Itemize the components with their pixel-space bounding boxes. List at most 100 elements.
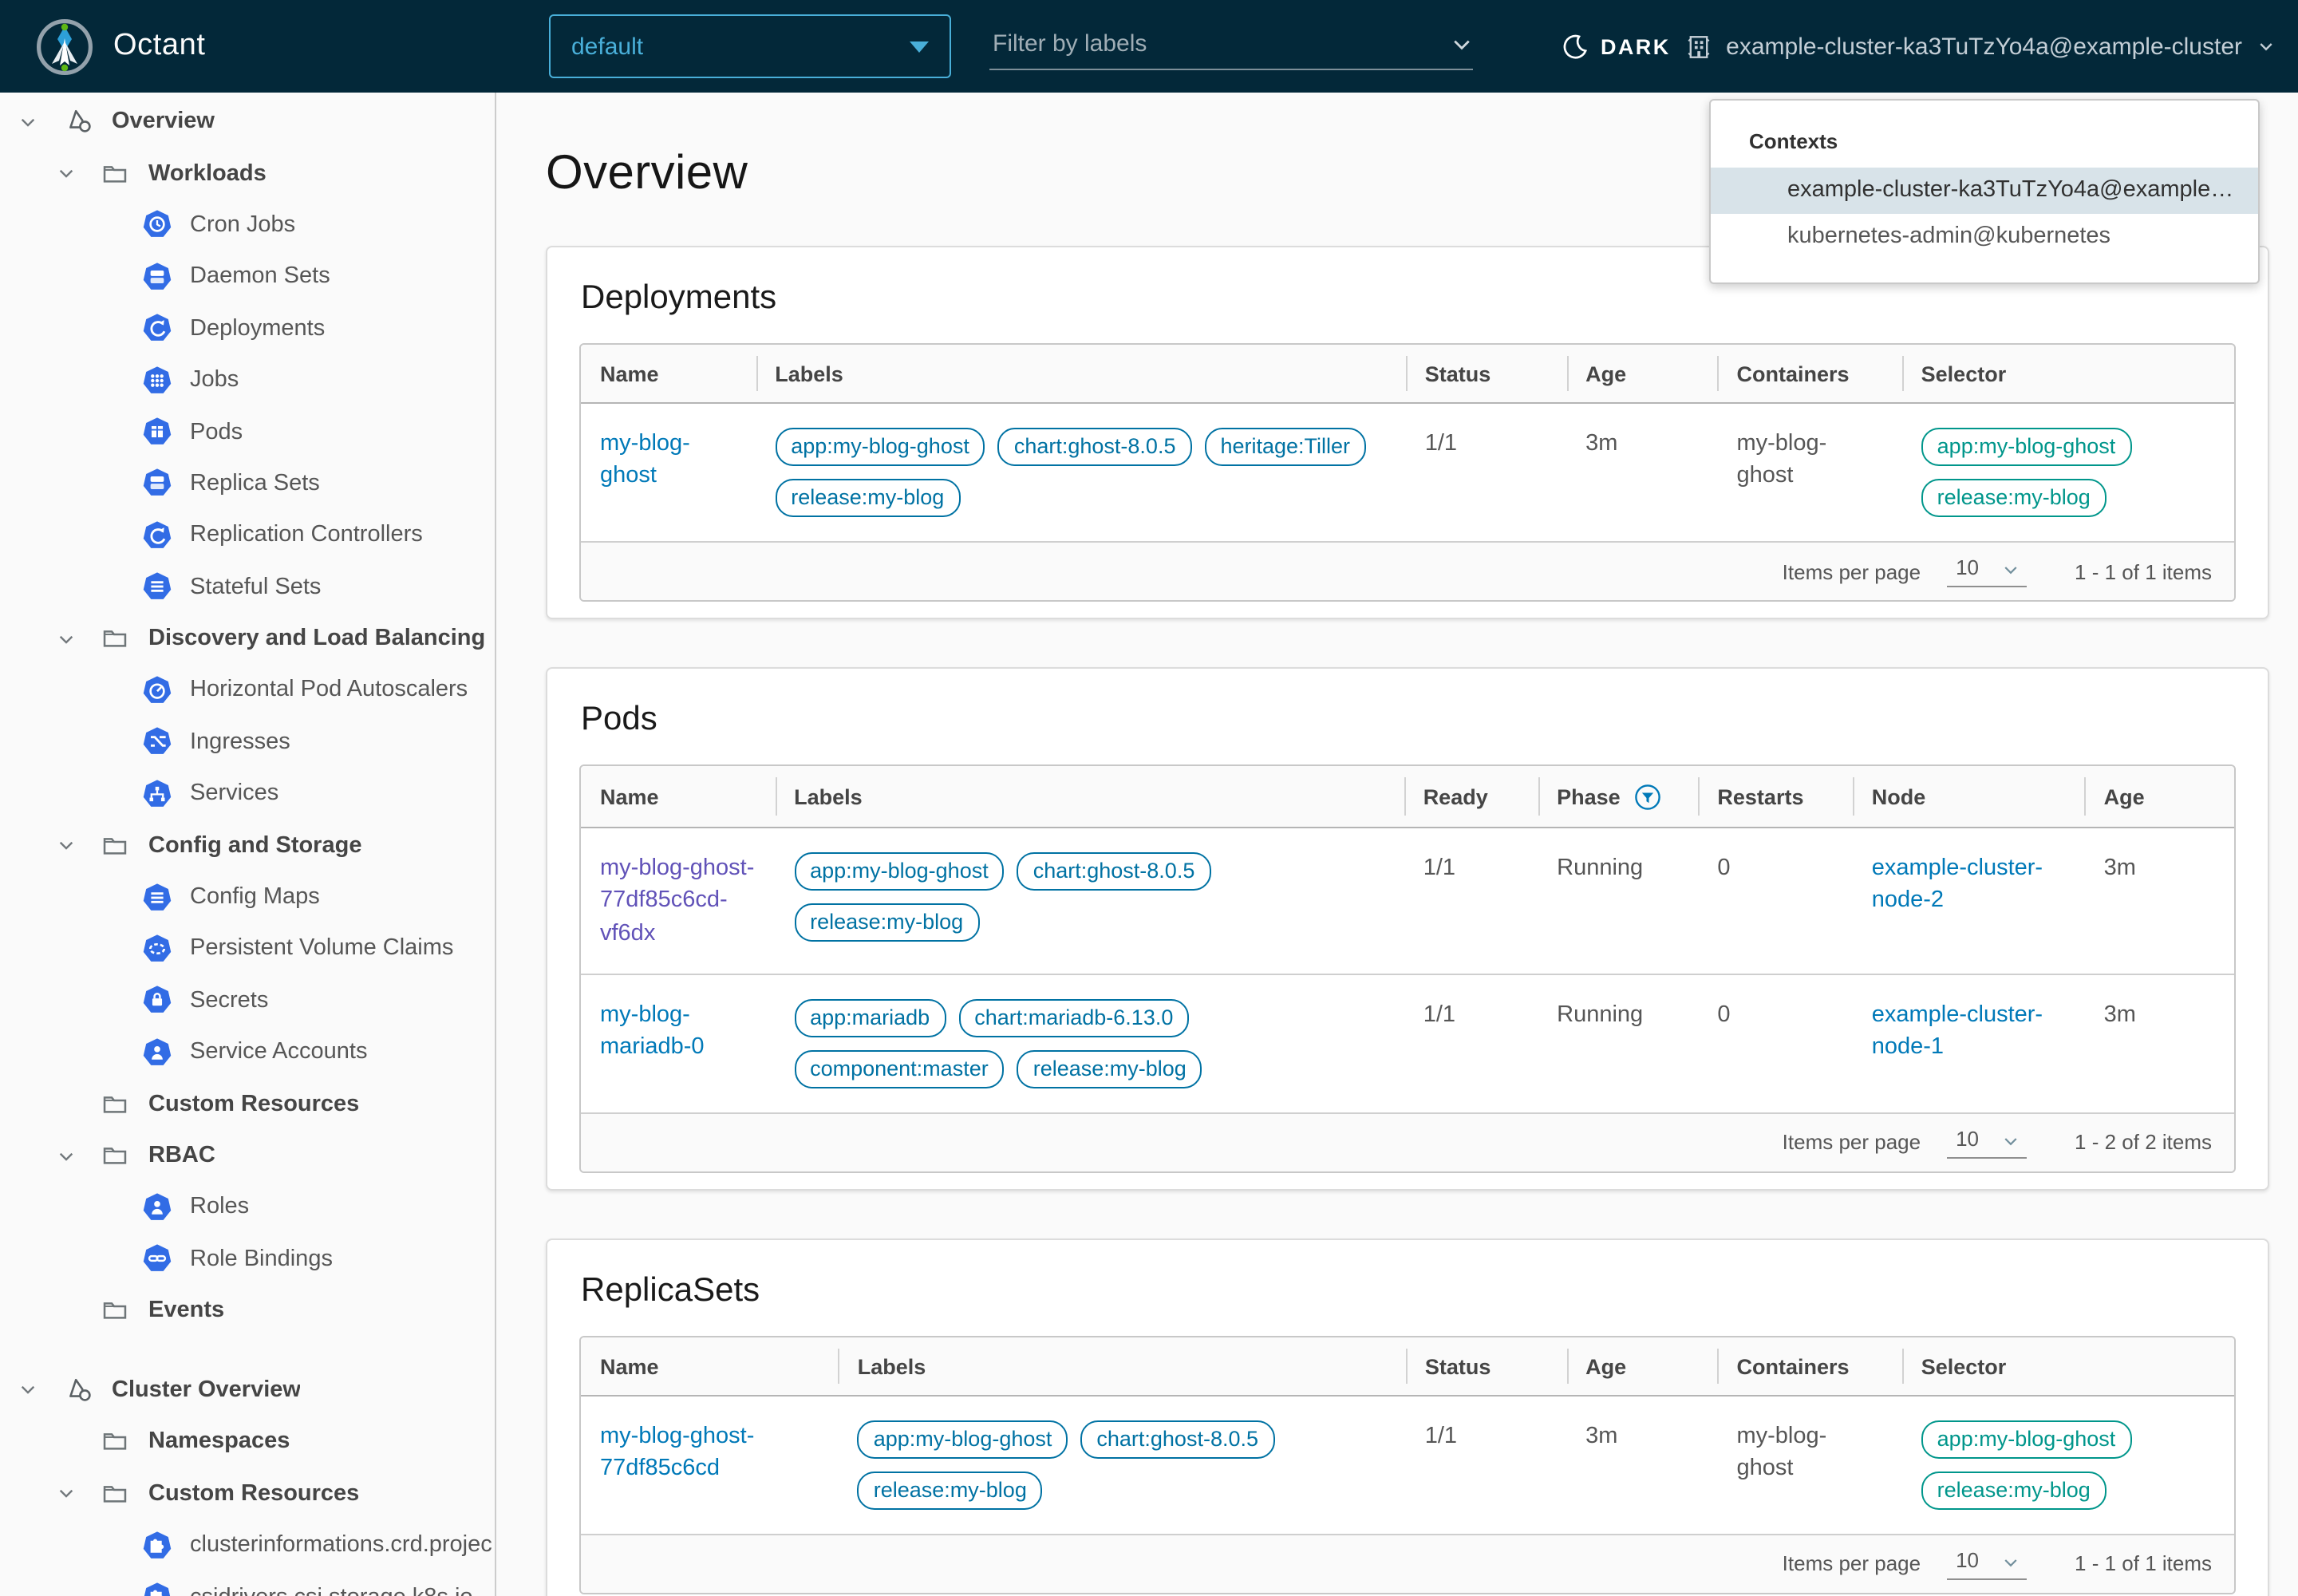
sidebar-item-replication-controllers[interactable]: Replication Controllers xyxy=(0,509,495,561)
sidebar-item-label: Events xyxy=(148,1298,225,1324)
sidebar-item-label: clusterinformations.crd.projec xyxy=(190,1532,492,1558)
context-menu-item[interactable]: kubernetes-admin@kubernetes xyxy=(1787,223,2111,249)
sidebar-item-cluster-overview[interactable]: Cluster Overview xyxy=(0,1365,495,1416)
chevron-down-icon[interactable] xyxy=(54,1482,77,1504)
sidebar-item-config-and-storage[interactable]: Config and Storage xyxy=(0,820,495,871)
contexts-menu-title: Contexts xyxy=(1749,129,1838,153)
sidebar-item-clusterinformations-crd-projec[interactable]: clusterinformations.crd.projec xyxy=(0,1519,495,1571)
page-size-select[interactable]: 10 xyxy=(1946,555,2028,587)
sidebar-item-label: Overview xyxy=(112,109,215,135)
cell-text: 3m xyxy=(1585,1423,1618,1449)
sidebar-item-label: Service Accounts xyxy=(190,1039,368,1065)
cell-phase: Running xyxy=(1538,828,1698,974)
sidebar-item-overview[interactable]: Overview xyxy=(0,96,495,148)
resource-link[interactable]: example-cluster-node-1 xyxy=(1871,1001,2043,1061)
label-chip: release:my-blog xyxy=(857,1471,1043,1510)
brand: Octant xyxy=(35,17,498,76)
chevron-down-icon[interactable] xyxy=(54,162,77,184)
chevron-down-icon[interactable] xyxy=(54,627,77,650)
chevron-down-icon[interactable] xyxy=(54,1144,77,1167)
sidebar-item-label: Custom Resources xyxy=(148,1480,360,1507)
sidebar-item-deployments[interactable]: Deployments xyxy=(0,302,495,354)
sidebar-item-label: Replica Sets xyxy=(190,470,320,496)
label-chip: app:my-blog-ghost xyxy=(794,852,1005,891)
sidebar-item-persistent-volume-claims[interactable]: Persistent Volume Claims xyxy=(0,923,495,975)
sidebar-item-label: Config Maps xyxy=(190,884,320,911)
theme-toggle-button[interactable]: DARK xyxy=(1561,0,1671,93)
sidebar-item-discovery-and-load-balancing[interactable]: Discovery and Load Balancing xyxy=(0,613,495,665)
column-header-containers: Containers xyxy=(1717,345,1901,402)
items-per-page-label: Items per page xyxy=(1782,1551,1921,1576)
folder-icon xyxy=(99,1088,131,1120)
sidebar-item-events[interactable]: Events xyxy=(0,1285,495,1337)
gauge-resource-icon xyxy=(140,674,172,706)
cell-text: 1/1 xyxy=(1423,855,1456,881)
column-header-label: Labels xyxy=(794,785,863,809)
sidebar-item-secrets[interactable]: Secrets xyxy=(0,974,495,1026)
sidebar-item-label: Pods xyxy=(190,419,243,445)
clock-resource-icon xyxy=(140,209,172,241)
deployments-datagrid: Name Labels Status Age Containers Selector my-… xyxy=(579,343,2236,602)
sidebar-item-daemon-sets[interactable]: Daemon Sets xyxy=(0,251,495,302)
sidebar-item-roles[interactable]: Roles xyxy=(0,1181,495,1233)
chevron-down-icon[interactable] xyxy=(1451,33,1473,55)
sidebar-item-rbac[interactable]: RBAC xyxy=(0,1130,495,1182)
sidebar-item-ingresses[interactable]: Ingresses xyxy=(0,716,495,768)
cell-text: 0 xyxy=(1717,855,1731,881)
resource-link[interactable]: my-blog-ghost-77df85c6cd-vf6dx xyxy=(600,855,755,946)
cell-labels: app:my-blog-ghost chart:ghost-8.0.5 herita… xyxy=(756,404,1406,541)
sidebar-item-pods[interactable]: Pods xyxy=(0,406,495,458)
chevron-down-icon[interactable] xyxy=(16,110,38,132)
context-current-label: example-cluster-ka3TuTzYo4a@example-clus… xyxy=(1726,33,2242,60)
page-size-select[interactable]: 10 xyxy=(1946,1547,2028,1580)
puzzle-resource-icon xyxy=(140,1581,172,1596)
resource-link[interactable]: example-cluster-node-2 xyxy=(1871,855,2043,914)
sidebar-item-namespaces[interactable]: Namespaces xyxy=(0,1416,495,1468)
sidebar-item-stateful-sets[interactable]: Stateful Sets xyxy=(0,561,495,613)
page-size-select[interactable]: 10 xyxy=(1946,1127,2028,1159)
sidebar-item-csidrivers-csi-storage-k8s-io[interactable]: csidrivers.csi.storage.k8s.io xyxy=(0,1571,495,1596)
sidebar-item-role-bindings[interactable]: Role Bindings xyxy=(0,1233,495,1285)
column-header-label: Node xyxy=(1871,785,1926,809)
sidebar-item-cron-jobs[interactable]: Cron Jobs xyxy=(0,200,495,251)
chevron-down-icon[interactable] xyxy=(16,1379,38,1401)
label-filter-field[interactable] xyxy=(989,19,1473,70)
sidebar-item-config-maps[interactable]: Config Maps xyxy=(0,871,495,923)
column-header-age: Age xyxy=(1566,345,1717,402)
datagrid-footer: Items per page 10 1 - 1 of 1 items xyxy=(581,543,2234,600)
sidebar-item-custom-resources[interactable]: Custom Resources xyxy=(0,1468,495,1519)
chevron-down-icon[interactable] xyxy=(54,834,77,856)
context-selector[interactable]: example-cluster-ka3TuTzYo4a@example-clus… xyxy=(1684,0,2276,93)
resource-link[interactable]: my-blog-ghost-77df85c6cd xyxy=(600,1423,755,1482)
label-filter-input[interactable] xyxy=(989,29,1411,59)
label-chip-group: app:my-blog-ghost release:my-blog xyxy=(1921,1420,2215,1510)
filter-icon[interactable] xyxy=(1635,784,1662,811)
resource-link[interactable]: my-blog-mariadb-0 xyxy=(600,1001,705,1061)
moon-icon xyxy=(1563,34,1588,58)
folder-icon xyxy=(99,1477,131,1509)
sidebar-item-services[interactable]: Services xyxy=(0,768,495,820)
sidebar-item-label: csidrivers.csi.storage.k8s.io xyxy=(190,1584,473,1596)
column-header-label: Containers xyxy=(1736,362,1850,386)
replicasets-card: ReplicaSets Name Labels Status Age Containers… xyxy=(546,1238,2269,1596)
person-resource-icon xyxy=(140,1191,172,1223)
sidebar-item-replica-sets[interactable]: Replica Sets xyxy=(0,457,495,509)
chevron-down-icon xyxy=(2001,560,2020,579)
cell-containers: my-blog-ghost xyxy=(1717,404,1901,541)
sidebar-item-horizontal-pod-autoscalers[interactable]: Horizontal Pod Autoscalers xyxy=(0,665,495,717)
sidebar-item-label: Role Bindings xyxy=(190,1246,333,1272)
resource-link[interactable]: my-blog-ghost xyxy=(600,431,690,489)
context-menu-item[interactable]: example-cluster-ka3TuTzYo4a@example-clu… xyxy=(1711,168,2258,214)
namespace-dropdown[interactable]: default xyxy=(549,14,951,78)
page-size-value: 10 xyxy=(1956,1547,1980,1572)
sidebar-item-service-accounts[interactable]: Service Accounts xyxy=(0,1026,495,1078)
column-header-label: Name xyxy=(600,785,659,809)
sidebar-item-jobs[interactable]: Jobs xyxy=(0,354,495,406)
column-header-label: Ready xyxy=(1423,785,1488,809)
cell-text: my-blog-ghost xyxy=(1736,1423,1827,1482)
sidebar-item-custom-resources[interactable]: Custom Resources xyxy=(0,1078,495,1130)
cell-status: 1/1 xyxy=(1406,1396,1566,1534)
cell-text: 3m xyxy=(1585,431,1618,456)
sidebar-item-workloads[interactable]: Workloads xyxy=(0,148,495,200)
